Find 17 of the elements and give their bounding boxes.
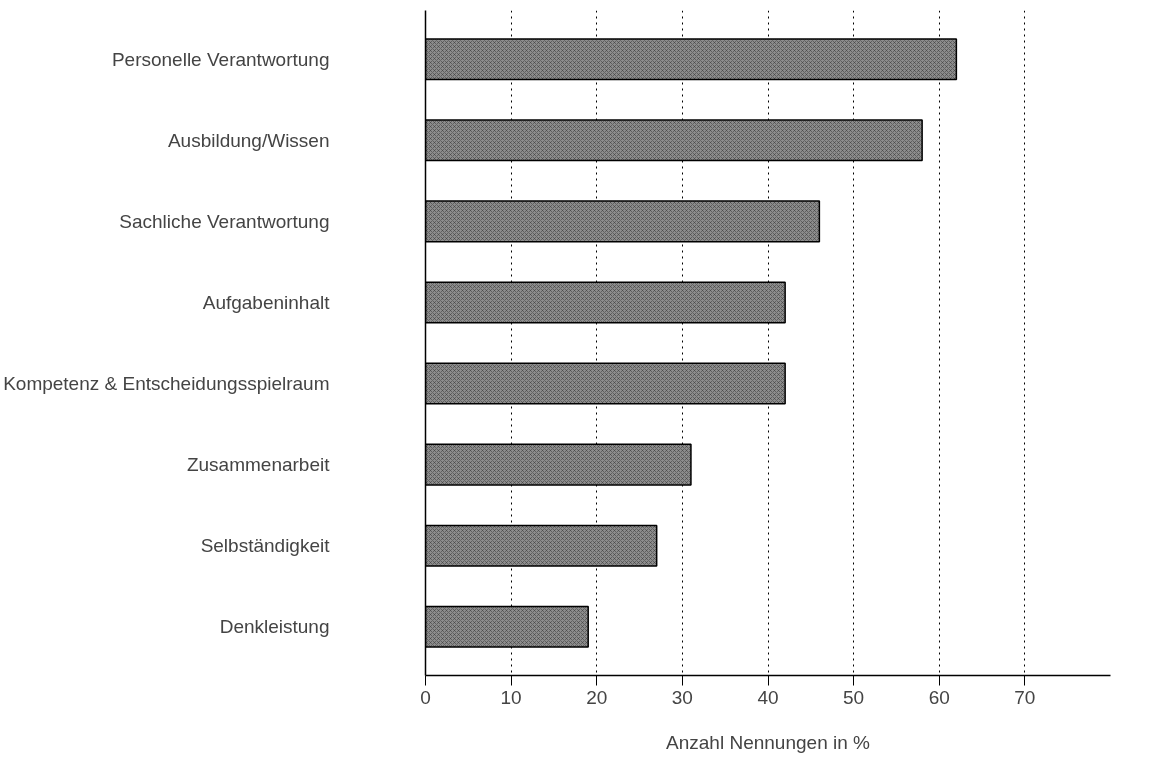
x-tick-label: 50 (843, 686, 865, 708)
y-tick-label: Kompetenz & Entscheidungsspielraum (3, 373, 330, 395)
x-tick-label: 0 (420, 686, 431, 708)
x-tick-label: 60 (928, 686, 950, 708)
y-tick-label: Sachliche Verantwortung (119, 210, 330, 232)
x-tick-label: 10 (500, 686, 522, 708)
x-tick-label: 20 (586, 686, 608, 708)
y-tick-label: Denkleistung (219, 616, 330, 638)
x-tick-label: 70 (1014, 686, 1036, 708)
y-tick-label: Personelle Verantwortung (111, 48, 330, 70)
y-tick-label: Selbständigkeit (200, 535, 331, 557)
y-tick-label: Zusammenarbeit (186, 454, 331, 476)
y-tick-label: Aufgabeninhalt (202, 291, 331, 313)
x-tick-label: 30 (671, 686, 693, 708)
y-tick-label: Ausbildung/Wissen (167, 129, 330, 151)
x-axis-title: Anzahl Nennungen in % (666, 731, 871, 753)
x-tick-label: 40 (757, 686, 779, 708)
